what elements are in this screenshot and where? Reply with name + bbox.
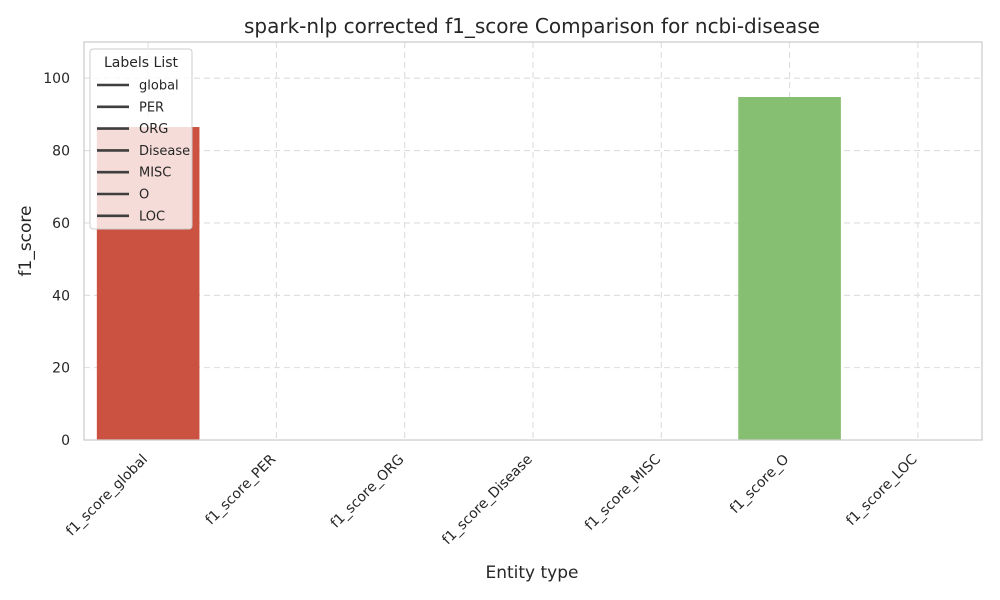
legend-entry: ORG [139, 122, 168, 137]
y-tick-label: 80 [52, 144, 70, 160]
y-tick-label: 60 [52, 216, 70, 232]
y-tick-label: 40 [52, 288, 70, 304]
chart-title: spark-nlp corrected f1_score Comparison … [244, 14, 820, 38]
x-axis-title: Entity type [485, 563, 578, 583]
x-axis: f1_score_global f1_score_PER f1_score_ORG f… [63, 451, 921, 548]
y-axis: 0 20 40 60 80 100 [43, 71, 70, 449]
legend-title: Labels List [104, 55, 178, 71]
y-tick-label: 20 [52, 361, 70, 377]
legend-entry: MISC [139, 166, 171, 181]
legend-entry: global [139, 79, 179, 94]
legend-entry: LOC [139, 209, 165, 224]
x-tick-label: f1_score_global [63, 452, 151, 540]
x-tick-label: f1_score_Disease [439, 452, 536, 549]
legend-entry: Disease [139, 144, 190, 159]
legend-box [89, 48, 193, 230]
x-tick-label: f1_score_ORG [328, 452, 408, 532]
x-tick-label: f1_score_MISC [582, 451, 664, 533]
x-tick-label: f1_score_O [727, 452, 792, 517]
bars [96, 96, 841, 440]
y-tick-label: 0 [61, 433, 70, 449]
legend-entry: PER [139, 100, 164, 115]
y-axis-title: f1_score [16, 206, 36, 277]
y-tick-label: 100 [43, 71, 70, 87]
bar-f1_score_O [738, 96, 841, 440]
x-tick-label: f1_score_PER [203, 451, 280, 528]
x-tick-label: f1_score_LOC [843, 451, 921, 529]
plot-frame [83, 41, 983, 441]
legend: Labels List global PER ORG Disease MISC O LOC [89, 48, 193, 230]
legend-entry: O [139, 188, 149, 203]
grid [84, 42, 982, 441]
